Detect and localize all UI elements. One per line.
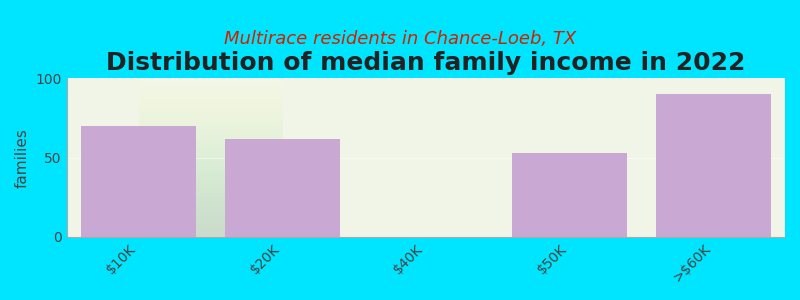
Text: Multirace residents in Chance-Loeb, TX: Multirace residents in Chance-Loeb, TX — [224, 30, 576, 48]
Bar — [656, 94, 770, 237]
Bar — [512, 153, 627, 237]
Title: Distribution of median family income in 2022: Distribution of median family income in … — [106, 51, 746, 75]
Bar — [225, 139, 340, 237]
Y-axis label: families: families — [15, 128, 30, 188]
Bar — [81, 126, 196, 237]
